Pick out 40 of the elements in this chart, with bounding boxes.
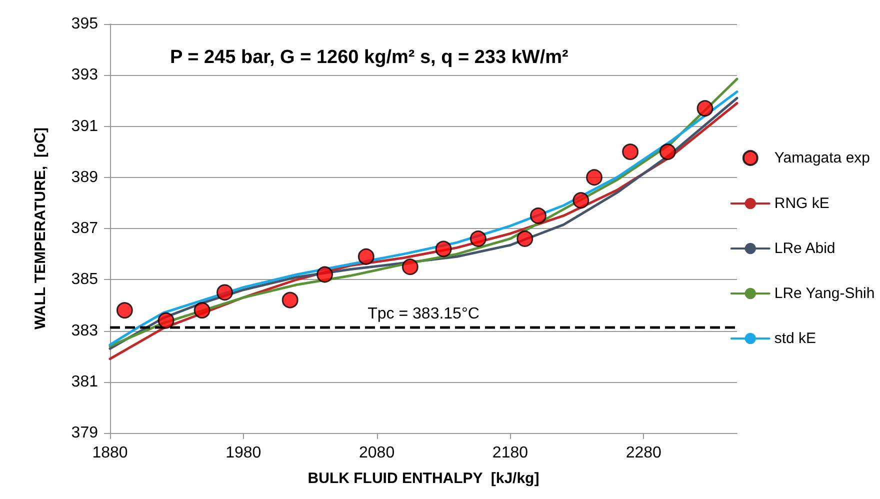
- x-tick-label: 1880: [92, 444, 128, 462]
- point: [216, 284, 233, 301]
- x-tick-label: 2080: [359, 444, 395, 462]
- point: [622, 144, 639, 160]
- point: [572, 192, 590, 209]
- point: [282, 292, 298, 308]
- y-tick-label: 385: [71, 271, 98, 288]
- x-tick-label: 2280: [626, 444, 662, 462]
- point: [470, 230, 486, 247]
- legend-label: Yamagata exp: [774, 150, 870, 166]
- point: [194, 302, 210, 319]
- point: [116, 302, 133, 319]
- text: P = 245 bar, G = 1260 kg/m² s, q = 233 kW/m²: [170, 47, 568, 68]
- point: [696, 100, 714, 117]
- legend-label: RNG kE: [774, 195, 830, 212]
- point: [316, 266, 334, 283]
- point: [516, 230, 534, 247]
- ref-line-label: Tpc = 383.15°C: [368, 305, 480, 322]
- point: [402, 258, 418, 276]
- point: [530, 207, 546, 224]
- legend-label: std kE: [774, 330, 816, 347]
- y-tick-label: 379: [71, 424, 98, 442]
- y-tick-label: 387: [71, 220, 98, 237]
- y-tick-label: 393: [71, 66, 98, 84]
- y-axis-title: WALL TEMPERATURE, [oC]: [32, 128, 49, 330]
- x-axis-title: BULK FLUID ENTHALPY [kJ/kg]: [308, 470, 540, 487]
- y-tick-label: 389: [71, 168, 98, 186]
- point: [158, 312, 174, 329]
- legend-label: LRe Yang-Shih: [774, 285, 875, 302]
- point: [586, 169, 603, 186]
- point: [358, 248, 374, 265]
- x-tick-label: 1980: [226, 444, 262, 462]
- point: [435, 240, 452, 258]
- y-tick-label: 395: [71, 16, 98, 32]
- y-tick-label: 383: [71, 322, 98, 340]
- y-tick-label: 391: [71, 118, 98, 135]
- legend-label: LRe Abid: [774, 240, 836, 257]
- y-tick-label: 381: [71, 373, 98, 390]
- x-tick-label: 2180: [492, 444, 528, 462]
- point: [659, 144, 676, 160]
